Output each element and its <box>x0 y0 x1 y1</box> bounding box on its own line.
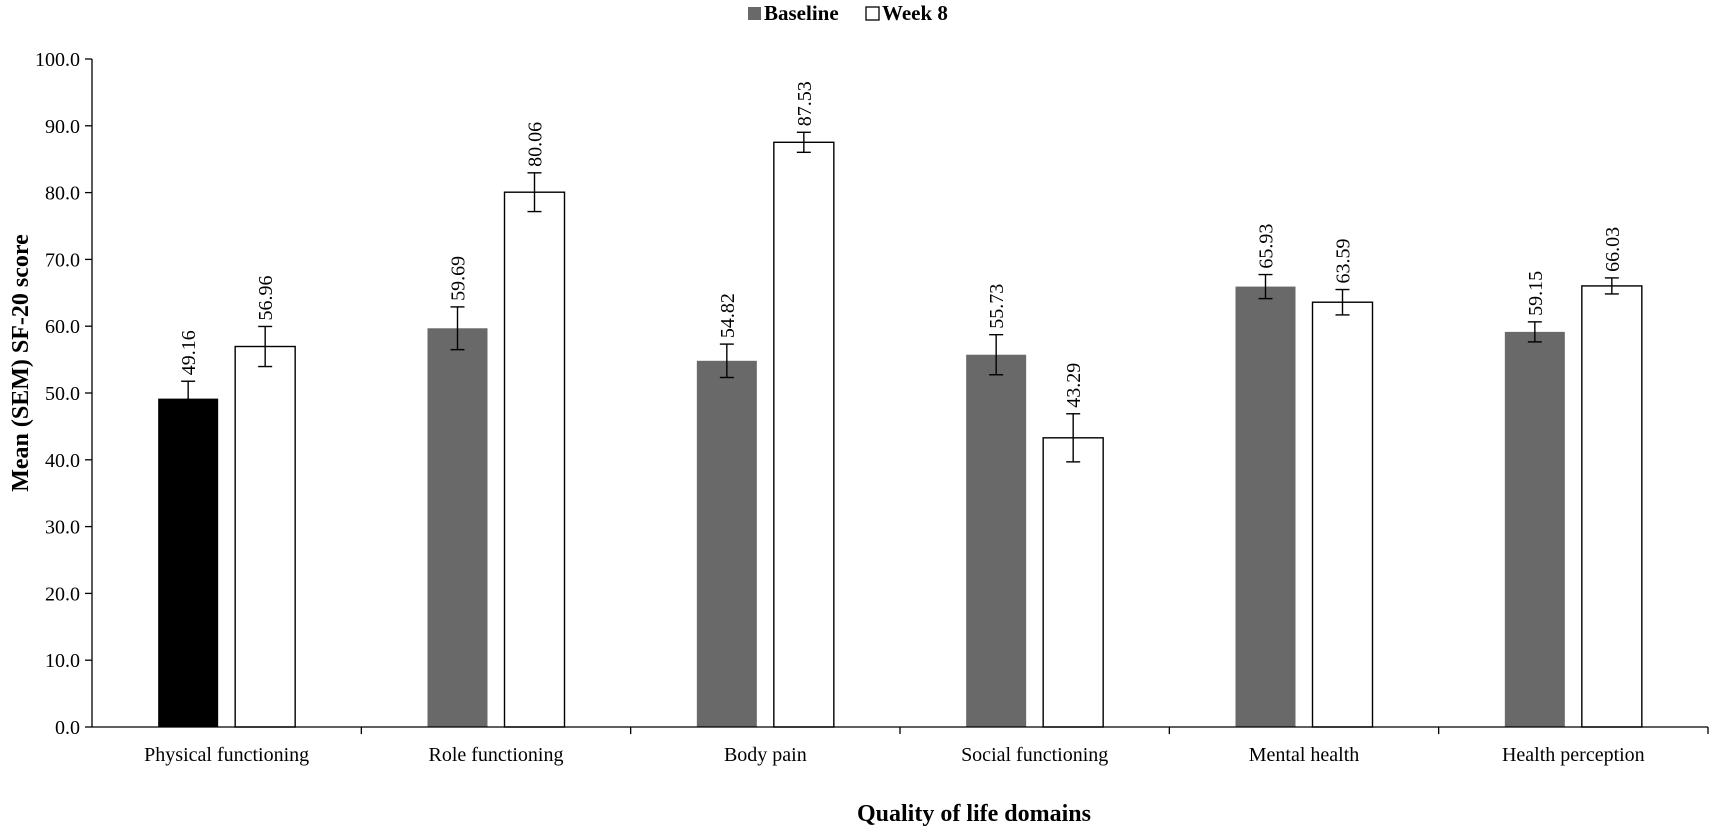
data-label: 80.06 <box>525 122 547 167</box>
y-tick-label: 30.0 <box>45 517 80 539</box>
category-label: Mental health <box>1249 744 1360 766</box>
y-tick-label: 10.0 <box>45 650 80 672</box>
data-label: 65.93 <box>1256 224 1278 269</box>
y-tick-label: 40.0 <box>45 450 80 472</box>
y-tick-label: 0.0 <box>55 717 80 739</box>
legend-label-week8: Week 8 <box>882 1 948 25</box>
legend: Baseline Week 8 <box>748 1 948 25</box>
data-label: 43.29 <box>1063 363 1085 408</box>
bar-baseline <box>427 328 488 727</box>
x-axis: Physical functioning Role functioning Body… <box>92 726 1709 766</box>
bars: 49.16 56.96 59.69 80.06 54.82 87.53 55.73 43.29… <box>158 81 1643 728</box>
y-tick-label: 50.0 <box>45 383 80 405</box>
bar-week8 <box>773 141 835 728</box>
data-label: 55.73 <box>986 284 1008 329</box>
legend-swatch-baseline <box>748 7 761 20</box>
bar-baseline <box>696 360 757 727</box>
category-label: Health perception <box>1502 744 1645 766</box>
bar-week8 <box>503 191 566 728</box>
bar-week8 <box>1311 301 1374 728</box>
bar-week8 <box>234 345 296 728</box>
y-tick-label: 70.0 <box>45 249 80 271</box>
data-label: 59.69 <box>448 256 470 301</box>
category-label: Role functioning <box>429 744 564 766</box>
category-label: Physical functioning <box>144 744 309 766</box>
y-tick-label: 100.0 <box>35 49 80 71</box>
x-axis-title: Quality of life domains <box>857 801 1091 827</box>
data-label: 66.03 <box>1602 227 1624 272</box>
bar-baseline <box>1235 286 1296 727</box>
bar-baseline <box>158 398 219 727</box>
legend-swatch-week8 <box>865 6 880 21</box>
bar-week8 <box>1581 285 1643 728</box>
bar-week8 <box>1042 437 1104 728</box>
bar-baseline <box>1504 331 1565 727</box>
data-label: 59.15 <box>1525 271 1547 316</box>
category-label: Body pain <box>724 744 807 766</box>
y-tick-label: 80.0 <box>45 183 80 205</box>
bar-baseline <box>966 354 1027 727</box>
y-axis-title: Mean (SEM) SF-20 score <box>8 234 34 492</box>
legend-label-baseline: Baseline <box>764 1 839 25</box>
data-label: 87.53 <box>794 81 816 126</box>
y-tick-label: 60.0 <box>45 316 80 338</box>
category-label: Social functioning <box>961 744 1108 766</box>
y-tick-label: 90.0 <box>45 116 80 138</box>
data-label: 63.59 <box>1333 239 1355 284</box>
data-label: 54.82 <box>717 293 739 338</box>
data-label: 49.16 <box>178 330 200 375</box>
data-label: 56.96 <box>255 275 277 320</box>
y-axis: 0.0 10.0 20.0 30.0 40.0 50.0 60.0 70.0 80.0 90.0 1… <box>35 49 93 739</box>
y-tick-label: 20.0 <box>45 583 80 605</box>
